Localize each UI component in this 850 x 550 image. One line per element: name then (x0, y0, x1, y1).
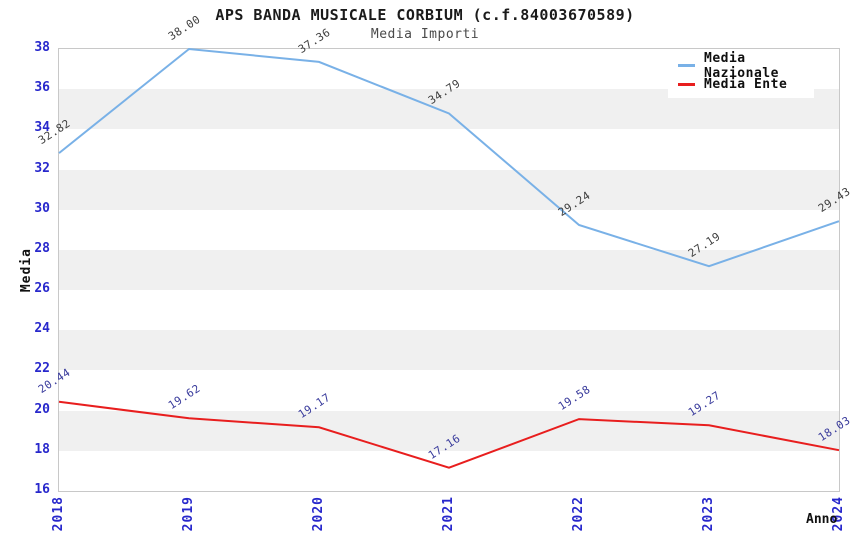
y-tick-label: 26 (34, 281, 50, 297)
grid-band (59, 330, 839, 371)
legend-item-media-nazionale: Media Nazionale (668, 51, 814, 81)
grid-band (59, 450, 839, 491)
y-tick-label: 28 (34, 240, 50, 256)
legend-label: Media Ente (704, 77, 788, 92)
x-tick-label: 2021 (440, 496, 456, 532)
y-tick-label: 36 (34, 80, 50, 96)
x-axis-title: Anno (806, 512, 838, 527)
legend-line-swatch-ente (678, 83, 695, 86)
y-tick-label: 20 (34, 401, 50, 417)
y-tick-label: 24 (34, 321, 50, 337)
y-tick-label: 22 (34, 361, 50, 377)
chart-subtitle: Media Importi (370, 27, 480, 42)
y-axis-title-text: Media (18, 247, 34, 293)
y-tick-label: 18 (34, 441, 50, 457)
grid-band (59, 249, 839, 291)
y-tick-label: 32 (34, 160, 50, 176)
legend-line-swatch-nazionale (678, 64, 695, 67)
legend: Media Nazionale Media Ente (668, 51, 814, 98)
legend-label: Media Nazionale (704, 50, 779, 81)
grid-band (59, 169, 839, 210)
x-tick-label: 2019 (180, 496, 196, 532)
y-tick-label: 16 (34, 482, 50, 497)
legend-item-media-ente: Media Ente (668, 75, 814, 94)
series-lines (58, 47, 840, 469)
y-tick-label: 30 (34, 200, 50, 216)
grid-band (59, 129, 839, 170)
grid-band (59, 209, 839, 250)
chart-title: APS BANDA MUSICALE CORBIUM (c.f.84003670… (215, 6, 635, 24)
grid-band (59, 290, 839, 331)
y-axis-title: Media (18, 200, 34, 340)
series-line-media-nazionale (58, 47, 840, 268)
x-tick-label: 2020 (310, 496, 326, 532)
y-tick-label: 34 (34, 120, 50, 136)
x-tick-label: 2022 (570, 496, 586, 532)
grid-band (59, 370, 839, 411)
y-tick-label: 38 (34, 40, 50, 55)
series-line-media-ente (58, 400, 840, 469)
x-tick-label: 2023 (700, 496, 716, 532)
x-tick-label: 2018 (50, 496, 66, 532)
plot-area (58, 47, 840, 492)
